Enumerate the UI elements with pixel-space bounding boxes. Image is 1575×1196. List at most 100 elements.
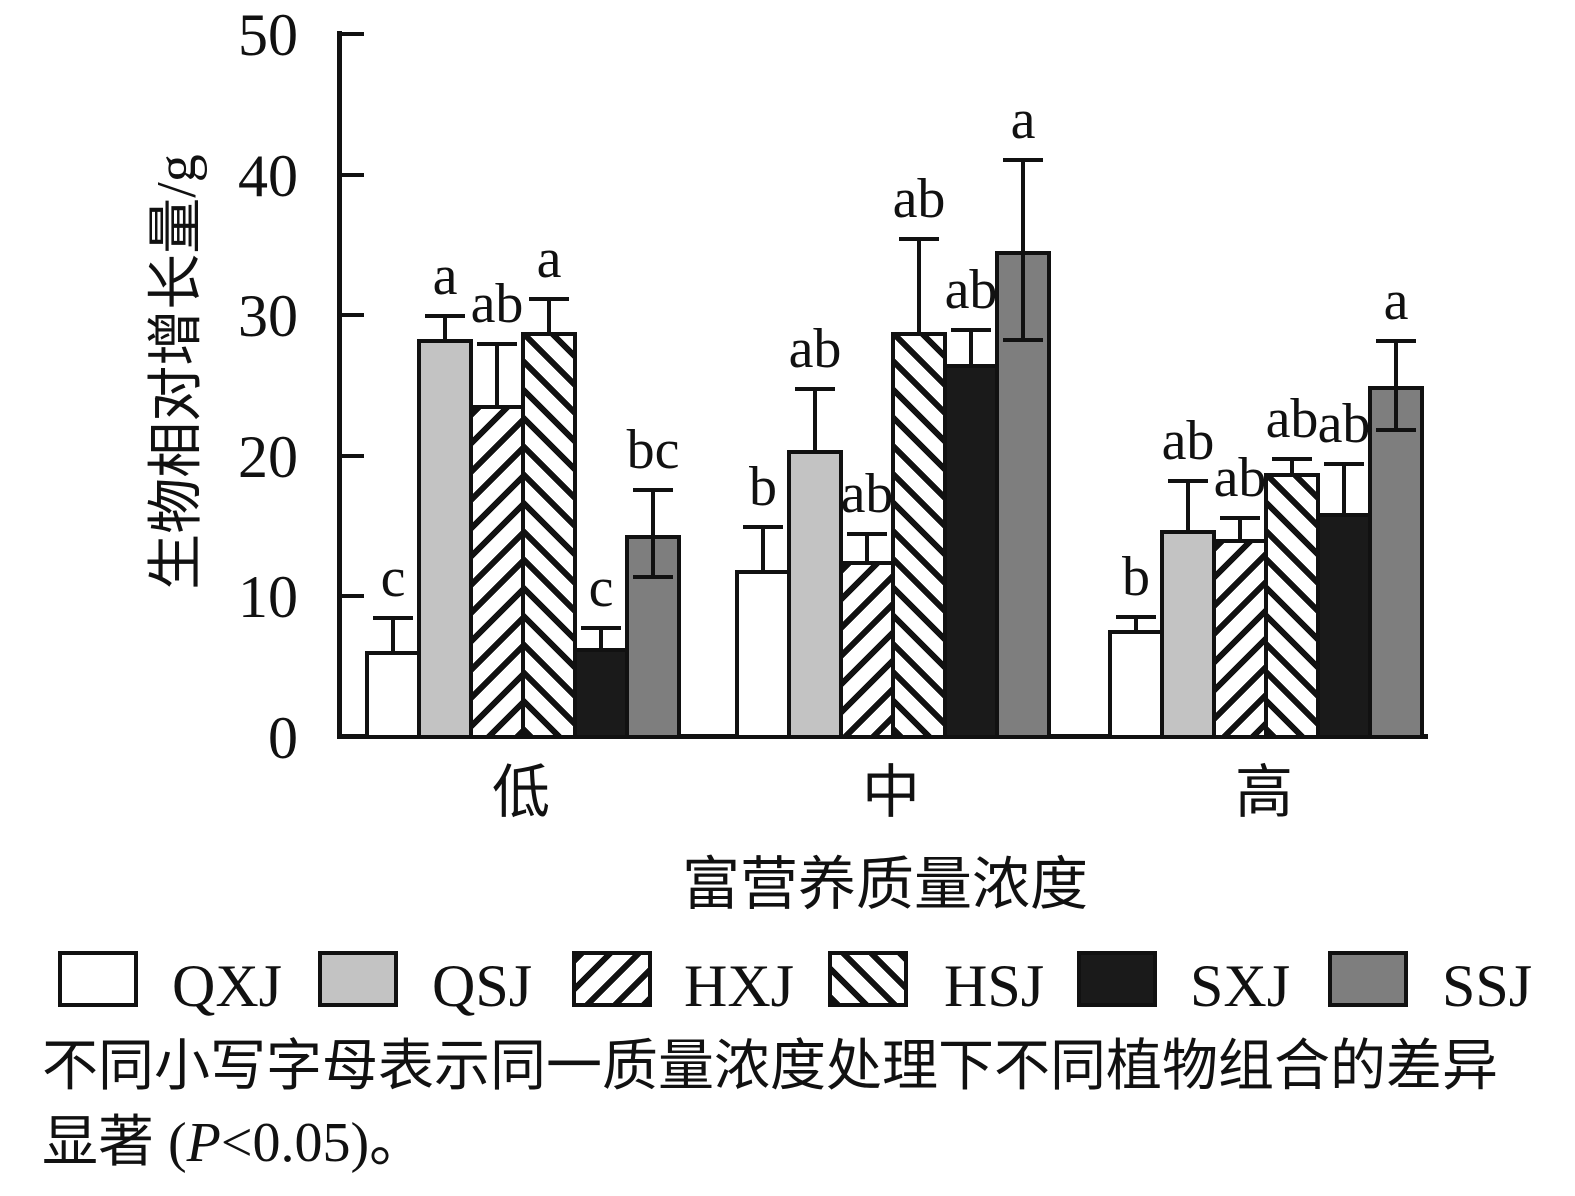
y-tick-50 <box>342 32 364 36</box>
errorbar-cap-top-QSJ-中 <box>795 387 835 392</box>
errorbar-cap-bottom-SSJ-中 <box>1003 337 1043 342</box>
errorbar-line-HSJ-中 <box>917 240 921 333</box>
errorbar-cap-top-HSJ-中 <box>899 236 939 241</box>
y-tick-20 <box>342 453 364 458</box>
legend-label-QSJ: QSJ <box>432 953 533 1019</box>
errorbar-cap-top-SXJ-低 <box>581 626 621 631</box>
y-axis-title: 生物相对增长量/g <box>146 154 208 590</box>
sig-letter-HXJ-中: ab <box>840 462 894 525</box>
errorbar-cap-bottom-SSJ-高 <box>1376 427 1416 432</box>
errorbar-line-QXJ-高 <box>1134 618 1138 631</box>
x-category-label-高: 高 <box>1234 760 1294 825</box>
caption-line-2-prefix: 显著 ( <box>42 1112 187 1174</box>
y-tick-40 <box>342 172 364 177</box>
errorbar-cap-top-HXJ-低 <box>477 342 517 347</box>
y-axis <box>337 31 342 739</box>
sig-letter-SXJ-高: ab <box>1317 392 1371 455</box>
sig-letter-SSJ-低: bc <box>626 419 680 482</box>
sig-letter-SSJ-高: a <box>1383 270 1409 333</box>
errorbar-line-SSJ-中 <box>1021 161 1025 338</box>
y-tick-label-10: 10 <box>238 564 298 631</box>
errorbar-line-QSJ-高 <box>1186 482 1190 531</box>
legend-swatch-HSJ <box>828 951 908 1007</box>
errorbar-cap-top-SSJ-低 <box>633 488 673 493</box>
errorbar-cap-top-QSJ-低 <box>425 314 465 318</box>
sig-letter-HXJ-高: ab <box>1213 447 1267 510</box>
sig-letter-HXJ-低: ab <box>470 273 524 336</box>
legend-swatch-QXJ <box>58 951 138 1007</box>
errorbar-cap-top-HXJ-中 <box>847 531 887 536</box>
bar-HSJ-低 <box>521 332 577 739</box>
bar-SXJ-中 <box>943 364 999 739</box>
y-tick-30 <box>342 313 364 318</box>
legend-label-SXJ: SXJ <box>1190 953 1291 1019</box>
legend-label-SSJ: SSJ <box>1442 953 1533 1019</box>
errorbar-line-SSJ-低 <box>651 492 655 576</box>
y-tick-label-20: 20 <box>238 423 298 490</box>
legend-swatch-QSJ <box>318 951 398 1007</box>
bar-QSJ-中 <box>787 450 843 739</box>
bar-HXJ-低 <box>469 405 525 739</box>
bar-HXJ-高 <box>1212 538 1268 739</box>
errorbar-cap-top-QXJ-低 <box>373 616 413 621</box>
y-tick-label-0: 0 <box>268 705 298 771</box>
errorbar-line-SXJ-低 <box>599 630 603 649</box>
errorbar-cap-bottom-SSJ-低 <box>633 575 673 580</box>
errorbar-cap-top-SSJ-高 <box>1376 339 1416 344</box>
bar-HXJ-中 <box>839 561 895 739</box>
bar-QXJ-中 <box>735 569 791 739</box>
caption-line-1: 不同小写字母表示同一质量浓度处理下不同植物组合的差异 <box>42 1036 1498 1098</box>
caption-line-2: 显著 (P<0.05)。 <box>42 1110 425 1176</box>
sig-letter-QXJ-高: b <box>1122 545 1150 608</box>
errorbar-cap-top-QXJ-中 <box>743 524 783 529</box>
bar-QXJ-高 <box>1108 630 1164 739</box>
bar-SXJ-低 <box>573 648 629 739</box>
errorbar-cap-top-SXJ-高 <box>1324 461 1364 466</box>
errorbar-line-SSJ-高 <box>1394 343 1398 428</box>
x-axis-title: 富营养质量浓度 <box>681 852 1089 917</box>
errorbar-cap-top-SSJ-中 <box>1003 157 1043 162</box>
errorbar-cap-top-HSJ-低 <box>529 297 569 302</box>
y-tick-0 <box>342 735 364 739</box>
errorbar-line-HXJ-低 <box>495 346 499 406</box>
sig-letter-HSJ-高: ab <box>1265 388 1319 451</box>
errorbar-line-HXJ-高 <box>1238 520 1242 539</box>
y-tick-10 <box>342 594 364 599</box>
bar-QSJ-高 <box>1160 530 1216 739</box>
errorbar-line-HXJ-中 <box>865 535 869 562</box>
errorbar-line-HSJ-高 <box>1290 461 1294 473</box>
legend-swatch-HXJ <box>572 951 652 1007</box>
legend-swatch-SXJ <box>1077 951 1157 1007</box>
bar-HSJ-高 <box>1264 472 1320 739</box>
errorbar-line-SXJ-中 <box>969 332 973 365</box>
sig-letter-QSJ-中: ab <box>788 318 842 381</box>
errorbar-cap-top-HXJ-高 <box>1220 516 1260 521</box>
bar-SSJ-高 <box>1368 385 1424 739</box>
sig-letter-QXJ-低: c <box>380 547 406 610</box>
errorbar-cap-top-HSJ-高 <box>1272 457 1312 462</box>
sig-letter-SSJ-中: a <box>1010 88 1036 151</box>
errorbar-line-QSJ-中 <box>813 391 817 451</box>
errorbar-cap-top-QXJ-高 <box>1116 614 1156 619</box>
bar-SXJ-高 <box>1316 513 1372 739</box>
sig-letter-QSJ-低: a <box>432 245 458 307</box>
legend-label-HSJ: HSJ <box>944 953 1045 1019</box>
errorbar-line-QXJ-中 <box>761 528 765 570</box>
errorbar-cap-top-QSJ-高 <box>1168 478 1208 483</box>
y-tick-label-50: 50 <box>238 2 298 68</box>
sig-letter-HSJ-中: ab <box>892 167 946 230</box>
caption-p-symbol: P <box>186 1112 221 1174</box>
sig-letter-QXJ-中: b <box>749 455 777 518</box>
x-category-label-中: 中 <box>861 760 921 825</box>
errorbar-line-SXJ-高 <box>1342 465 1346 514</box>
errorbar-cap-top-SXJ-中 <box>951 328 991 333</box>
errorbar-line-QXJ-低 <box>391 620 395 652</box>
bar-QSJ-低 <box>417 339 473 739</box>
sig-letter-SXJ-低: c <box>588 557 614 620</box>
y-tick-label-30: 30 <box>238 283 298 350</box>
bar-SSJ-低 <box>625 534 681 739</box>
bar-HSJ-中 <box>891 332 947 739</box>
legend-swatch-SSJ <box>1328 951 1408 1007</box>
sig-letter-HSJ-低: a <box>536 228 562 291</box>
